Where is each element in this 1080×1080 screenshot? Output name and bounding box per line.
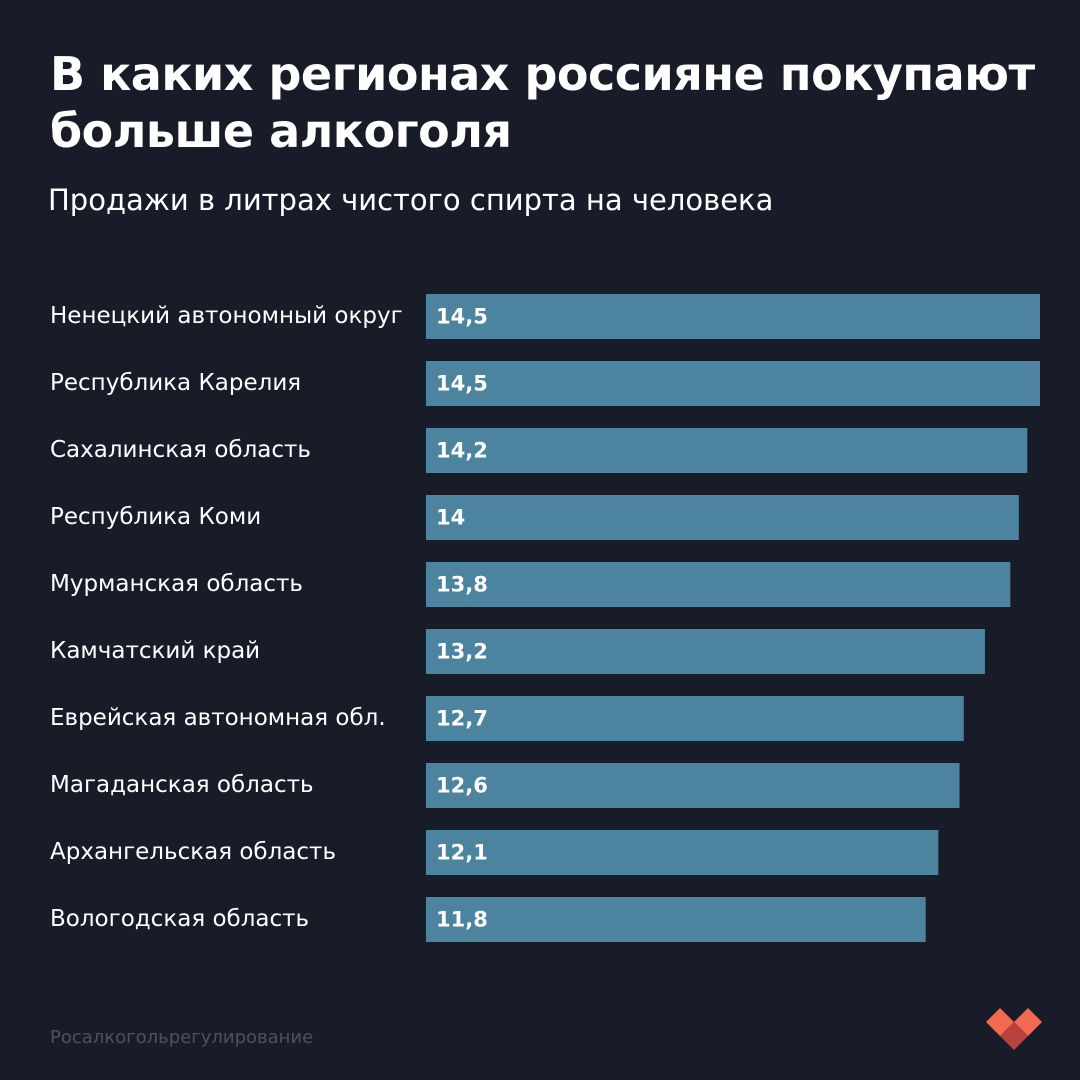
category-label: Архангельская область	[50, 839, 336, 865]
bar	[426, 562, 1011, 607]
chart-subtitle: Продажи в литрах чистого спирта на челов…	[48, 183, 774, 217]
bar	[426, 763, 960, 808]
bar-value-label: 14,5	[436, 305, 488, 329]
category-label: Республика Карелия	[50, 370, 301, 396]
bar-value-label: 13,2	[436, 640, 488, 664]
bar-value-label: 12,6	[436, 774, 488, 798]
bar	[426, 696, 964, 741]
bar-value-label: 11,8	[436, 908, 488, 932]
category-label: Сахалинская область	[50, 437, 311, 463]
category-label: Мурманская область	[50, 571, 303, 597]
bar-value-label: 14,2	[436, 439, 488, 463]
logo-bottom-shape	[1000, 1022, 1028, 1050]
category-label: Камчатский край	[50, 638, 260, 664]
bar-value-label: 12,1	[436, 841, 488, 865]
bar	[426, 629, 985, 674]
bar	[426, 361, 1040, 406]
bar	[426, 495, 1019, 540]
chart-title: В каких регионах россияне покупают больш…	[50, 47, 1035, 158]
bar	[426, 428, 1028, 473]
bar	[426, 294, 1040, 339]
source-credit: Росалкогольрегулирование	[50, 1027, 314, 1048]
bar-value-label: 14	[436, 506, 465, 530]
bar	[426, 897, 926, 942]
bar-value-label: 14,5	[436, 372, 488, 396]
bar	[426, 830, 939, 875]
category-label: Вологодская область	[50, 906, 309, 932]
category-label: Республика Коми	[50, 504, 261, 530]
bar-value-label: 12,7	[436, 707, 488, 731]
category-label: Магаданская область	[50, 772, 314, 798]
category-label: Ненецкий автономный округ	[50, 303, 403, 329]
brand-logo-icon	[986, 1008, 1042, 1050]
category-label: Еврейская автономная обл.	[50, 705, 386, 731]
bar-value-label: 13,8	[436, 573, 488, 597]
